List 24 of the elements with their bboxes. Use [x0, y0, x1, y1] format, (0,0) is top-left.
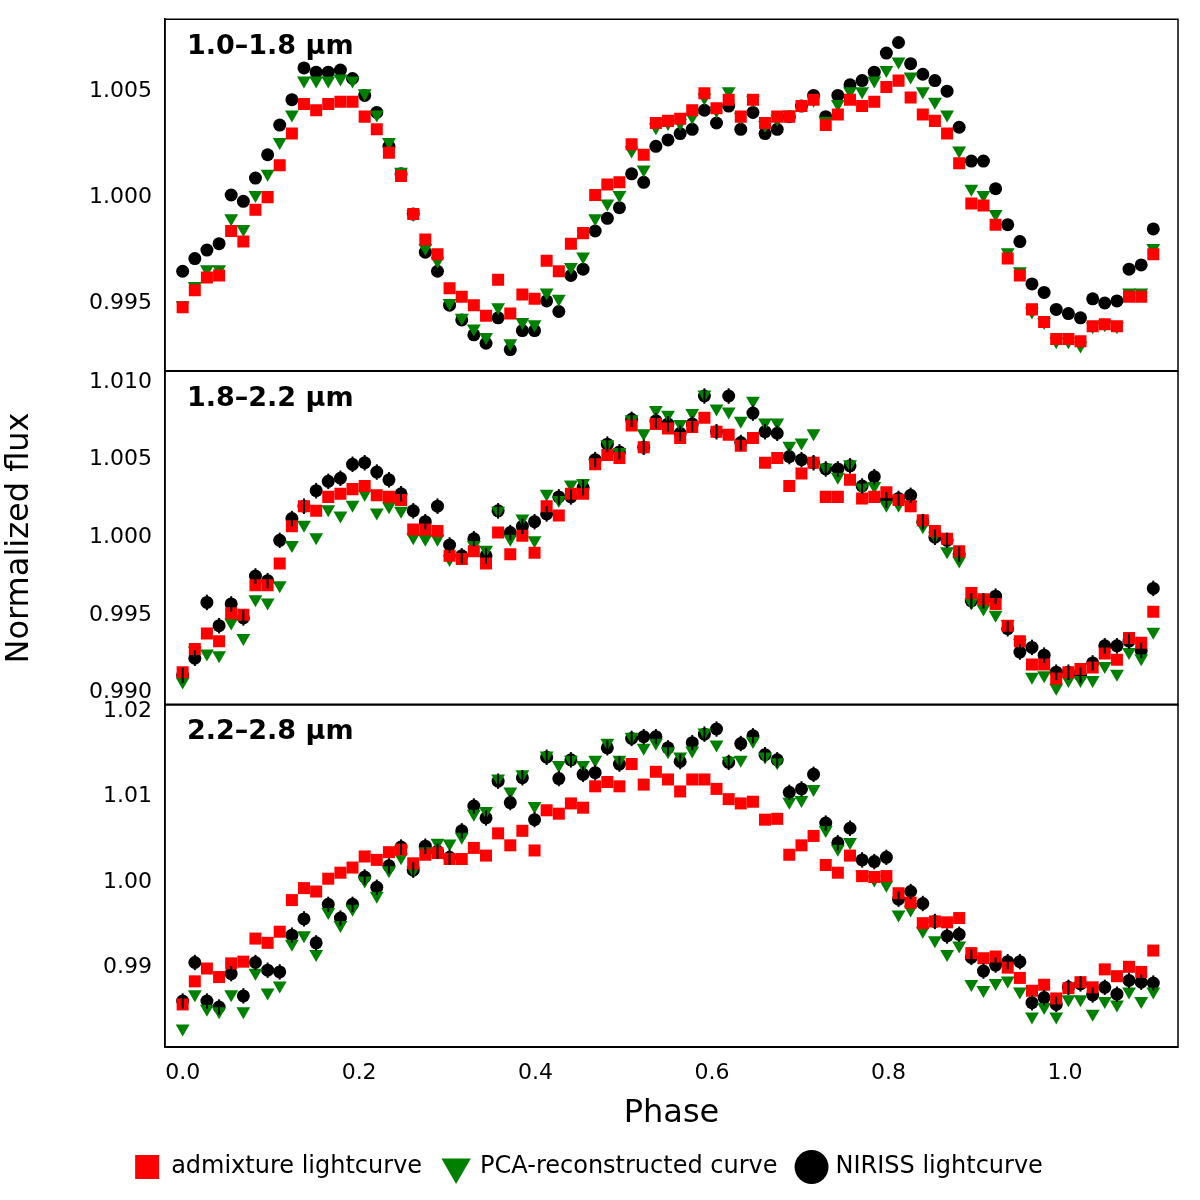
- x-tick-label: 0.8: [871, 1059, 907, 1085]
- y-tick-label: 0.995: [89, 600, 152, 626]
- annotation: 1.8–2.2 µm: [187, 380, 354, 412]
- x-tick-label: 0.4: [518, 1059, 554, 1085]
- y-tick-label: 1.000: [89, 182, 152, 208]
- x-axis-title: Phase: [623, 1092, 720, 1131]
- y-tick-label: 1.005: [89, 444, 152, 470]
- y-tick-label: 1.010: [89, 367, 152, 393]
- legend-label: NIRISS lightcurve: [835, 1151, 1043, 1180]
- y-tick-label: 0.99: [103, 953, 152, 979]
- y-tick-label: 1.00: [103, 868, 152, 894]
- y-tick-label: 1.01: [103, 782, 152, 808]
- x-tick-label: 1.0: [1047, 1059, 1083, 1085]
- legend-label: PCA-reconstructed curve: [480, 1151, 778, 1180]
- y-tick-label: 1.000: [89, 522, 152, 548]
- annotation: 2.2–2.8 µm: [187, 713, 354, 745]
- x-tick-label: 0.0: [165, 1059, 201, 1085]
- y-tick-label: 0.995: [89, 288, 152, 314]
- legend-label: admixture lightcurve: [171, 1151, 423, 1180]
- x-tick-label: 0.6: [694, 1059, 730, 1085]
- x-tick-label: 0.2: [341, 1059, 377, 1085]
- y-axis-title: Normalized flux: [0, 412, 36, 664]
- annotation: 1.0–1.8 µm: [187, 28, 354, 60]
- y-tick-label: 1.005: [89, 76, 152, 102]
